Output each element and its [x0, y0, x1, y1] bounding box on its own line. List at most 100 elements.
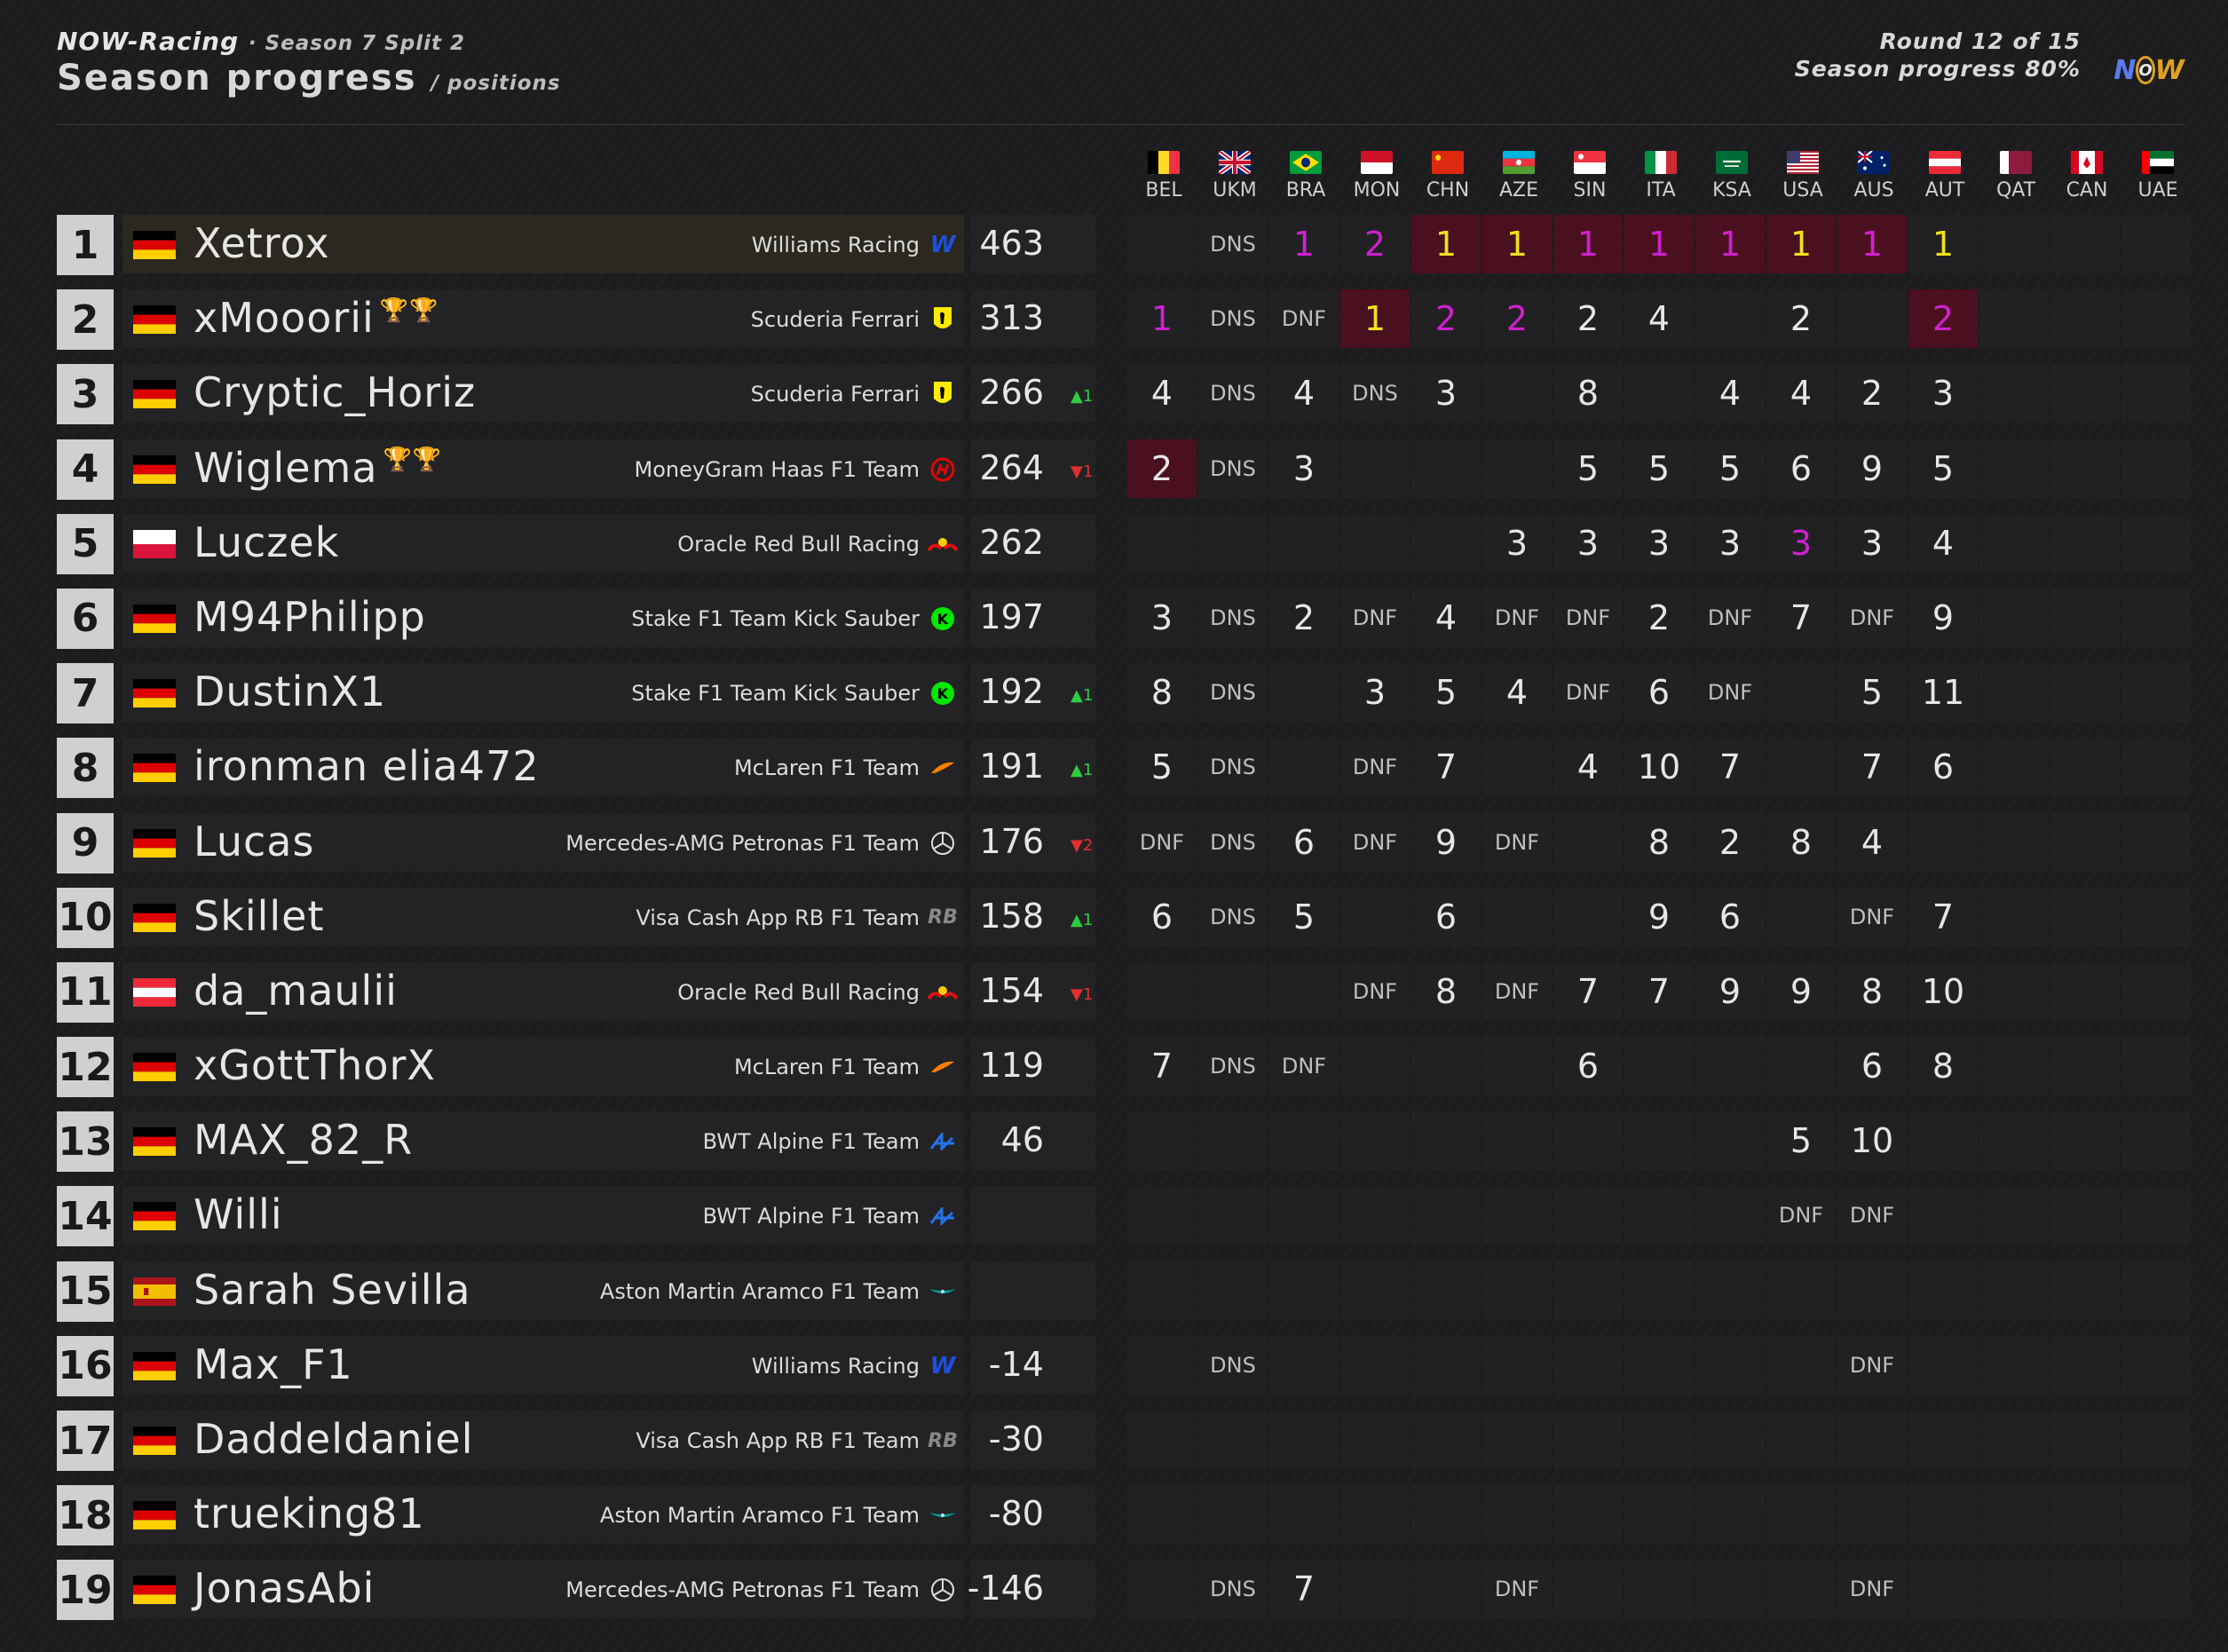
- result-cell-bra: [1269, 513, 1339, 573]
- result-cell-qat: [1979, 439, 2049, 498]
- points-value: -80: [988, 1494, 1044, 1534]
- race-header-aze: AZE: [1483, 151, 1554, 202]
- driver-panel: xGottThorX McLaren F1 Team: [122, 1037, 964, 1096]
- race-code: UKM: [1213, 179, 1257, 202]
- result-cell-uae: [2121, 588, 2191, 647]
- flag-sg-icon: [1574, 151, 1606, 174]
- result-cell-mon: [1340, 1261, 1410, 1320]
- result-cell-uae: [2121, 1560, 2191, 1619]
- result-cell-can: [2050, 588, 2120, 647]
- points-panel: [971, 1186, 1095, 1245]
- result-cell-usa: [1766, 1485, 1836, 1545]
- result-cell-aut: [1908, 1186, 1978, 1245]
- race-header-chn: CHN: [1412, 151, 1483, 202]
- result-cell-mon: [1340, 1111, 1410, 1171]
- result-cell-sin: DNF: [1553, 588, 1623, 647]
- result-cell-uae: [2121, 215, 2191, 273]
- result-cell-ita: 5: [1624, 439, 1694, 498]
- result-cell-ukm: [1198, 1111, 1268, 1171]
- result-cell-aze: [1482, 1411, 1552, 1469]
- position-badge: 12: [57, 1037, 114, 1098]
- position-change-indicator: ▼2: [1071, 835, 1094, 855]
- result-cell-bel: 2: [1127, 439, 1197, 498]
- position-change-indicator: ▼1: [1071, 462, 1094, 481]
- result-cell-can: [2050, 215, 2120, 273]
- driver-name-text: DustinX1: [194, 668, 387, 716]
- results-row: [1127, 1485, 2192, 1545]
- sauber-logo-icon: K: [927, 677, 959, 709]
- team-name: Aston Martin Aramco F1 Team: [599, 1278, 920, 1304]
- points-value: 158: [979, 896, 1044, 936]
- result-cell-aze: [1482, 738, 1552, 797]
- result-cell-chn: 5: [1411, 663, 1481, 723]
- result-cell-sin: 8: [1553, 364, 1623, 423]
- result-cell-sin: 4: [1553, 738, 1623, 797]
- race-header-usa: USA: [1767, 151, 1838, 202]
- result-cell-aus: DNF: [1837, 588, 1907, 647]
- driver-name-text: xGottThorX: [194, 1041, 436, 1090]
- points-value: 191: [979, 747, 1044, 786]
- race-code: CHN: [1426, 179, 1470, 202]
- points-panel: 119: [971, 1037, 1095, 1096]
- result-cell-sin: 6: [1553, 1037, 1623, 1096]
- points-panel: 463: [971, 215, 1095, 273]
- results-row: 5 10: [1127, 1111, 2192, 1171]
- result-cell-bra: DNF: [1269, 289, 1339, 349]
- result-cell-uae: [2121, 961, 2191, 1021]
- points-value: 266: [979, 373, 1044, 413]
- result-cell-mon: DNS: [1340, 364, 1410, 423]
- result-cell-can: [2050, 439, 2120, 498]
- result-cell-qat: [1979, 887, 2049, 946]
- team-name: Scuderia Ferrari: [750, 307, 920, 333]
- result-cell-ukm: DNS: [1198, 588, 1268, 647]
- position-badge: 13: [57, 1111, 114, 1173]
- result-cell-aut: [1908, 1335, 1978, 1395]
- points-value: 264: [979, 447, 1044, 487]
- driver-panel: Luczek Oracle Red Bull Racing: [122, 513, 964, 573]
- result-cell-aut: [1908, 1411, 1978, 1469]
- result-cell-usa: 1: [1766, 215, 1836, 273]
- result-cell-qat: [1979, 588, 2049, 647]
- result-cell-uae: [2121, 887, 2191, 946]
- result-cell-sin: 5: [1553, 439, 1623, 498]
- points-value: 463: [979, 224, 1044, 263]
- result-cell-aus: [1837, 1261, 1907, 1320]
- points-panel: [971, 1261, 1095, 1320]
- logo-letter-o: O: [2136, 56, 2155, 84]
- driver-name: xGottThorX: [194, 1041, 436, 1089]
- result-cell-ksa: DNF: [1695, 663, 1765, 723]
- season-label: · Season 7 Split 2: [248, 32, 465, 55]
- result-cell-ita: [1624, 1261, 1694, 1320]
- flag-de-icon: [133, 828, 176, 858]
- mercedes-logo-icon: [927, 827, 959, 859]
- result-cell-qat: [1979, 1261, 2049, 1320]
- result-cell-bel: [1127, 1485, 1197, 1545]
- team-name: Visa Cash App RB F1 Team: [636, 1428, 920, 1453]
- result-cell-aus: 9: [1837, 439, 1907, 498]
- result-cell-usa: [1766, 887, 1836, 946]
- results-row: DNS DNF: [1127, 1335, 2192, 1395]
- result-cell-chn: 7: [1411, 738, 1481, 797]
- result-cell-can: [2050, 1186, 2120, 1245]
- driver-name-text: ironman elia472: [194, 742, 540, 791]
- result-cell-mon: [1340, 887, 1410, 946]
- result-cell-ksa: 6: [1695, 887, 1765, 946]
- points-panel: 262: [971, 513, 1095, 573]
- result-cell-chn: [1411, 513, 1481, 573]
- driver-panel: Sarah Sevilla Aston Martin Aramco F1 Tea…: [122, 1261, 964, 1320]
- position-badge: 5: [57, 513, 114, 574]
- race-header-qat: QAT: [1980, 151, 2051, 202]
- driver-name-text: JonasAbi: [194, 1564, 375, 1613]
- result-cell-ukm: DNS: [1198, 663, 1268, 723]
- team-name: Mercedes-AMG Petronas F1 Team: [565, 830, 920, 856]
- result-cell-bel: 1: [1127, 289, 1197, 349]
- position-change-indicator: ▲1: [1071, 910, 1094, 929]
- result-cell-bel: 4: [1127, 364, 1197, 423]
- result-cell-ukm: DNS: [1198, 1335, 1268, 1395]
- points-value: 154: [979, 970, 1044, 1010]
- result-cell-aut: 10: [1908, 961, 1978, 1021]
- points-panel: -80: [971, 1485, 1095, 1545]
- result-cell-ita: 4: [1624, 289, 1694, 349]
